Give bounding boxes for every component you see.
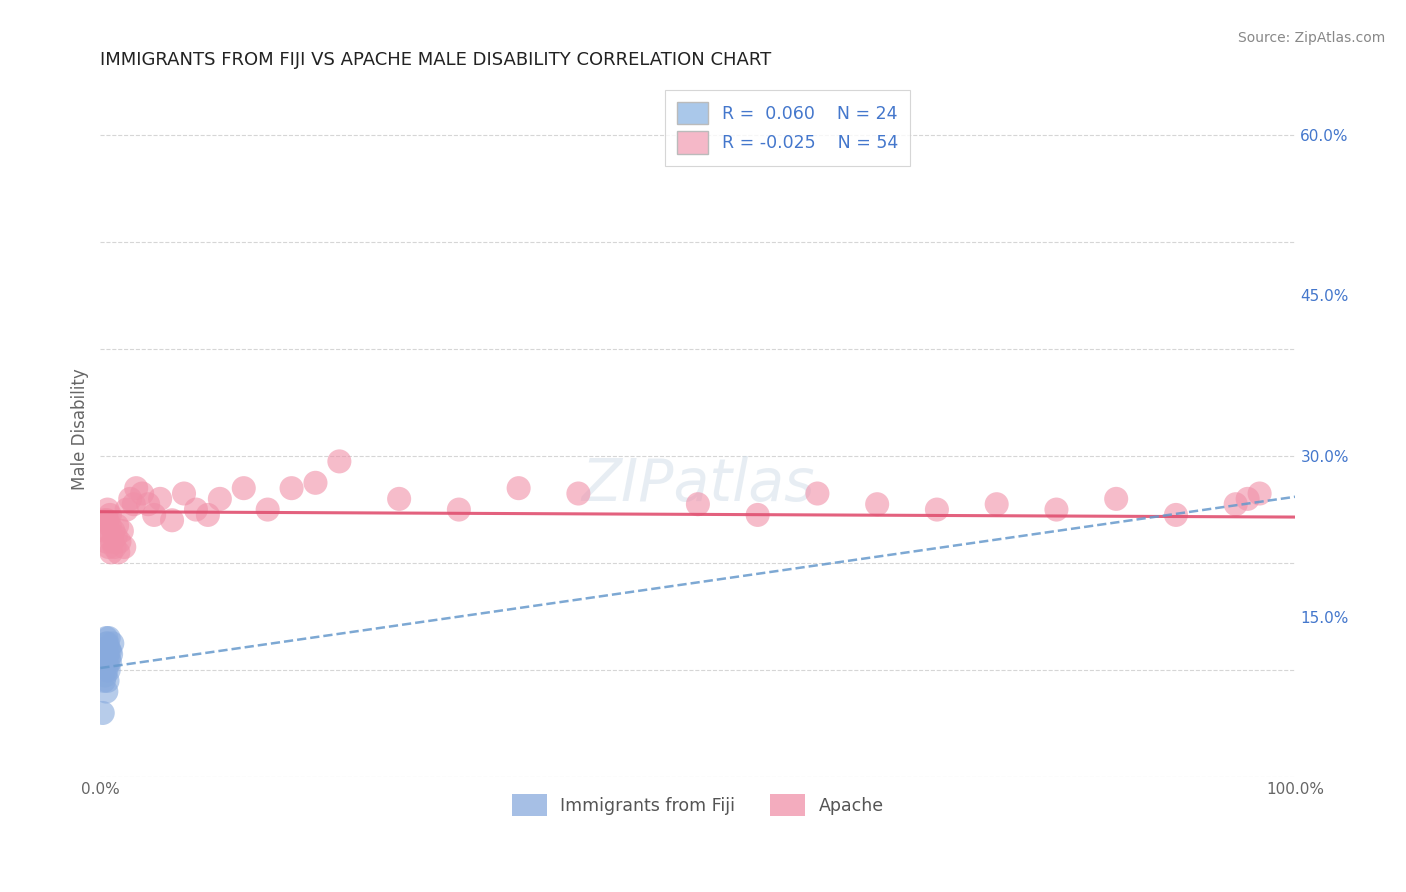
Point bbox=[149, 491, 172, 506]
Point bbox=[125, 481, 148, 495]
Point bbox=[184, 502, 207, 516]
Point bbox=[747, 508, 769, 522]
Point bbox=[304, 475, 326, 490]
Point bbox=[280, 481, 302, 495]
Point bbox=[111, 524, 134, 538]
Point bbox=[447, 502, 470, 516]
Point bbox=[105, 518, 128, 533]
Point bbox=[120, 491, 142, 506]
Point bbox=[96, 502, 118, 516]
Point bbox=[131, 486, 153, 500]
Point bbox=[97, 540, 120, 554]
Point bbox=[97, 524, 120, 538]
Point bbox=[122, 497, 145, 511]
Point bbox=[93, 673, 115, 688]
Point bbox=[97, 663, 120, 677]
Y-axis label: Male Disability: Male Disability bbox=[72, 368, 89, 491]
Point bbox=[1225, 497, 1247, 511]
Point bbox=[96, 684, 118, 698]
Point bbox=[232, 481, 254, 495]
Point bbox=[98, 508, 121, 522]
Point bbox=[93, 652, 115, 666]
Point bbox=[1249, 486, 1271, 500]
Point bbox=[96, 513, 118, 527]
Point bbox=[100, 545, 122, 559]
Text: IMMIGRANTS FROM FIJI VS APACHE MALE DISABILITY CORRELATION CHART: IMMIGRANTS FROM FIJI VS APACHE MALE DISA… bbox=[100, 51, 772, 69]
Point bbox=[103, 524, 125, 538]
Point bbox=[567, 486, 589, 500]
Point bbox=[866, 497, 889, 511]
Point bbox=[98, 518, 121, 533]
Point bbox=[1045, 502, 1067, 516]
Point bbox=[108, 534, 131, 549]
Point bbox=[96, 534, 118, 549]
Point bbox=[104, 529, 127, 543]
Text: ZIPatlas: ZIPatlas bbox=[581, 457, 814, 514]
Point bbox=[1105, 491, 1128, 506]
Point bbox=[96, 673, 118, 688]
Point bbox=[686, 497, 709, 511]
Point bbox=[93, 513, 115, 527]
Point bbox=[96, 652, 118, 666]
Point bbox=[508, 481, 530, 495]
Point bbox=[97, 631, 120, 645]
Point bbox=[96, 636, 118, 650]
Point bbox=[96, 513, 118, 527]
Point bbox=[107, 545, 129, 559]
Point bbox=[173, 486, 195, 500]
Text: Source: ZipAtlas.com: Source: ZipAtlas.com bbox=[1237, 31, 1385, 45]
Point bbox=[91, 706, 114, 720]
Point bbox=[256, 502, 278, 516]
Point bbox=[925, 502, 948, 516]
Point bbox=[160, 513, 183, 527]
Point bbox=[388, 491, 411, 506]
Point bbox=[96, 647, 118, 661]
Point bbox=[1164, 508, 1187, 522]
Point bbox=[98, 644, 121, 658]
Point bbox=[197, 508, 219, 522]
Point bbox=[986, 497, 1008, 511]
Point bbox=[1236, 491, 1258, 506]
Point bbox=[104, 540, 127, 554]
Point bbox=[96, 636, 118, 650]
Point bbox=[96, 647, 118, 661]
Point bbox=[806, 486, 828, 500]
Point bbox=[96, 657, 118, 672]
Point bbox=[94, 641, 117, 656]
Point bbox=[136, 497, 159, 511]
Point bbox=[100, 647, 122, 661]
Point bbox=[94, 524, 117, 538]
Point bbox=[101, 534, 124, 549]
Point bbox=[143, 508, 166, 522]
Point bbox=[96, 663, 118, 677]
Point bbox=[97, 641, 120, 656]
Point bbox=[112, 540, 135, 554]
Legend: Immigrants from Fiji, Apache: Immigrants from Fiji, Apache bbox=[503, 786, 893, 824]
Point bbox=[97, 652, 120, 666]
Point bbox=[94, 668, 117, 682]
Point bbox=[94, 657, 117, 672]
Point bbox=[98, 655, 121, 669]
Point bbox=[328, 454, 350, 468]
Point bbox=[208, 491, 231, 506]
Point bbox=[101, 636, 124, 650]
Point bbox=[96, 631, 118, 645]
Point bbox=[115, 502, 138, 516]
